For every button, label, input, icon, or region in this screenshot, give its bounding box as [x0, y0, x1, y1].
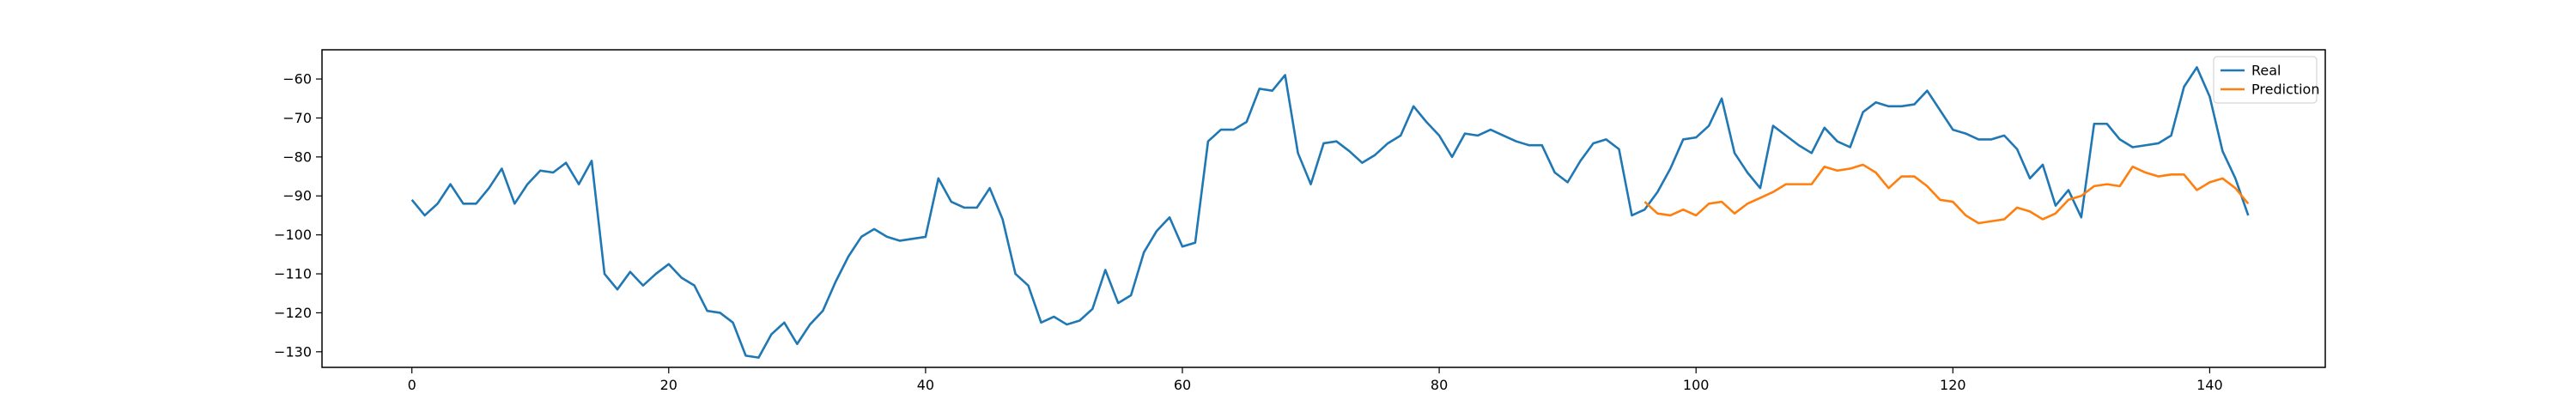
x-tick-label: 140 [2196, 377, 2223, 393]
plot-frame [321, 49, 2326, 368]
y-tick-label: −80 [283, 148, 312, 165]
y-tick-label: −60 [283, 71, 312, 88]
x-tick-label: 0 [408, 377, 416, 393]
x-tick-label: 80 [1431, 377, 1448, 393]
y-tick-label: −100 [274, 227, 312, 243]
legend-box [2213, 56, 2318, 104]
x-tick-label: 120 [1940, 377, 1966, 393]
y-tick-label: −130 [274, 343, 312, 360]
x-axis: 0 20 40 60 80 100 120 140 [408, 367, 2223, 393]
y-tick-label: −90 [283, 188, 312, 204]
plot-area [321, 49, 2326, 368]
legend: Real Prediction [2213, 56, 2319, 104]
legend-label: Real [2251, 63, 2281, 79]
x-tick-label: 40 [917, 377, 934, 393]
y-tick-label: −120 [274, 305, 312, 321]
y-tick-label: −70 [283, 110, 312, 126]
series-line-real [410, 66, 2250, 359]
x-tick-label: 60 [1174, 377, 1191, 393]
x-tick-label: 100 [1683, 377, 1710, 393]
series-line-prediction [1643, 163, 2250, 225]
legend-label: Prediction [2251, 82, 2319, 98]
y-tick-label: −110 [274, 266, 312, 282]
series-group [410, 66, 2250, 359]
x-tick-label: 20 [660, 377, 677, 393]
y-axis: −60 −70 −80 −90 −100 −110 −120 −130 [274, 71, 322, 360]
